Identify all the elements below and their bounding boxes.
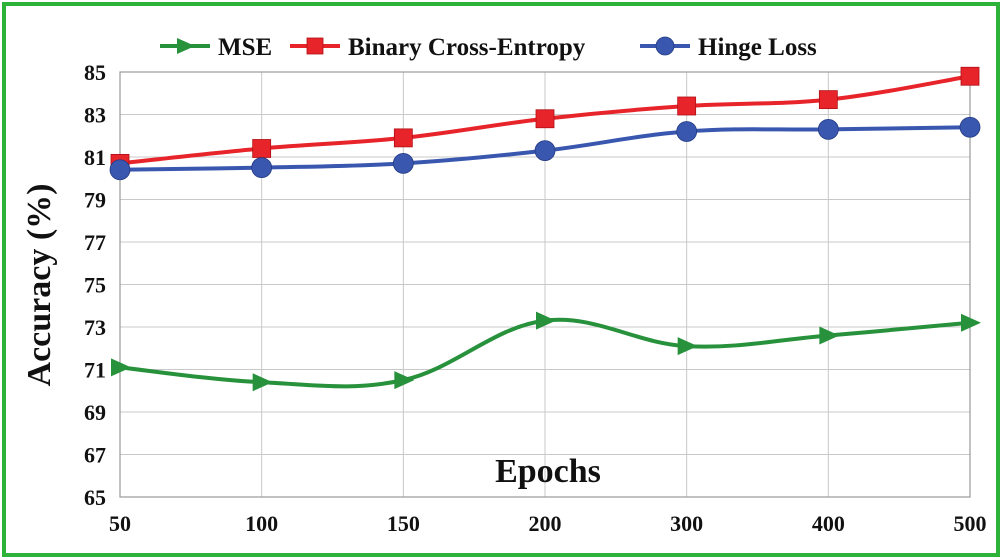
legend-label-mse: MSE	[218, 34, 272, 61]
data-point-mse	[677, 337, 698, 356]
data-point-binary-cross-entropy	[677, 96, 697, 116]
legend: MSE Binary Cross-Entropy Hinge Loss	[160, 34, 817, 61]
y-tick-label: 65	[84, 485, 106, 510]
data-point-hinge-loss	[676, 121, 698, 142]
legend-marker-binary-cross-entropy	[306, 37, 324, 55]
x-tick-labels: 50 100 150 200 300 400 500	[109, 511, 987, 536]
data-point-mse	[961, 313, 981, 332]
legend-label-hinge-loss: Hinge Loss	[698, 34, 817, 61]
y-tick-label: 83	[84, 103, 106, 128]
data-point-mse	[536, 311, 556, 330]
y-tick-label: 71	[84, 358, 106, 383]
x-tick-label: 150	[387, 511, 420, 536]
x-tick-label: 500	[954, 511, 987, 536]
x-tick-label: 300	[670, 511, 703, 536]
data-point-binary-cross-entropy	[818, 90, 838, 110]
y-tick-labels: 65 67 69 71 73 75 77 79 81 83 85	[84, 60, 106, 510]
data-point-hinge-loss	[392, 152, 414, 174]
data-point-binary-cross-entropy	[393, 128, 413, 148]
y-tick-label: 67	[84, 443, 106, 468]
data-point-binary-cross-entropy	[960, 66, 980, 86]
data-point-hinge-loss	[959, 116, 981, 138]
y-axis-label: Accuracy (%)	[21, 184, 58, 387]
data-point-hinge-loss	[534, 140, 556, 162]
x-axis-label: Epochs	[495, 453, 601, 490]
data-point-binary-cross-entropy	[252, 139, 272, 158]
legend-marker-hinge-loss	[655, 36, 675, 56]
data-point-mse	[252, 373, 273, 392]
y-tick-label: 79	[84, 188, 106, 213]
y-tick-label: 81	[84, 145, 106, 170]
y-tick-label: 69	[84, 400, 106, 425]
axes	[119, 71, 971, 498]
data-point-mse	[111, 358, 131, 377]
series-mse	[111, 311, 981, 392]
y-tick-label: 75	[84, 273, 106, 298]
x-tick-label: 200	[529, 511, 562, 536]
y-tick-label: 85	[84, 60, 106, 85]
plot-border	[119, 71, 971, 498]
data-point-hinge-loss	[109, 159, 131, 181]
x-tick-label: 50	[109, 511, 131, 536]
series-hinge-loss	[109, 116, 981, 181]
y-tick-label: 77	[84, 230, 106, 255]
grid-lines	[119, 71, 971, 498]
data-point-mse	[819, 326, 840, 345]
x-tick-label: 100	[245, 511, 278, 536]
data-point-hinge-loss	[817, 118, 839, 140]
series-group	[109, 66, 981, 392]
data-point-binary-cross-entropy	[535, 109, 555, 129]
x-tick-label: 400	[812, 511, 845, 536]
legend-marker-mse	[177, 38, 195, 54]
data-point-hinge-loss	[251, 157, 273, 179]
series-binary-cross-entropy	[110, 66, 980, 173]
y-tick-label: 73	[84, 315, 106, 340]
legend-label-binary-cross-entropy: Binary Cross-Entropy	[348, 34, 586, 61]
data-point-mse	[394, 371, 415, 390]
